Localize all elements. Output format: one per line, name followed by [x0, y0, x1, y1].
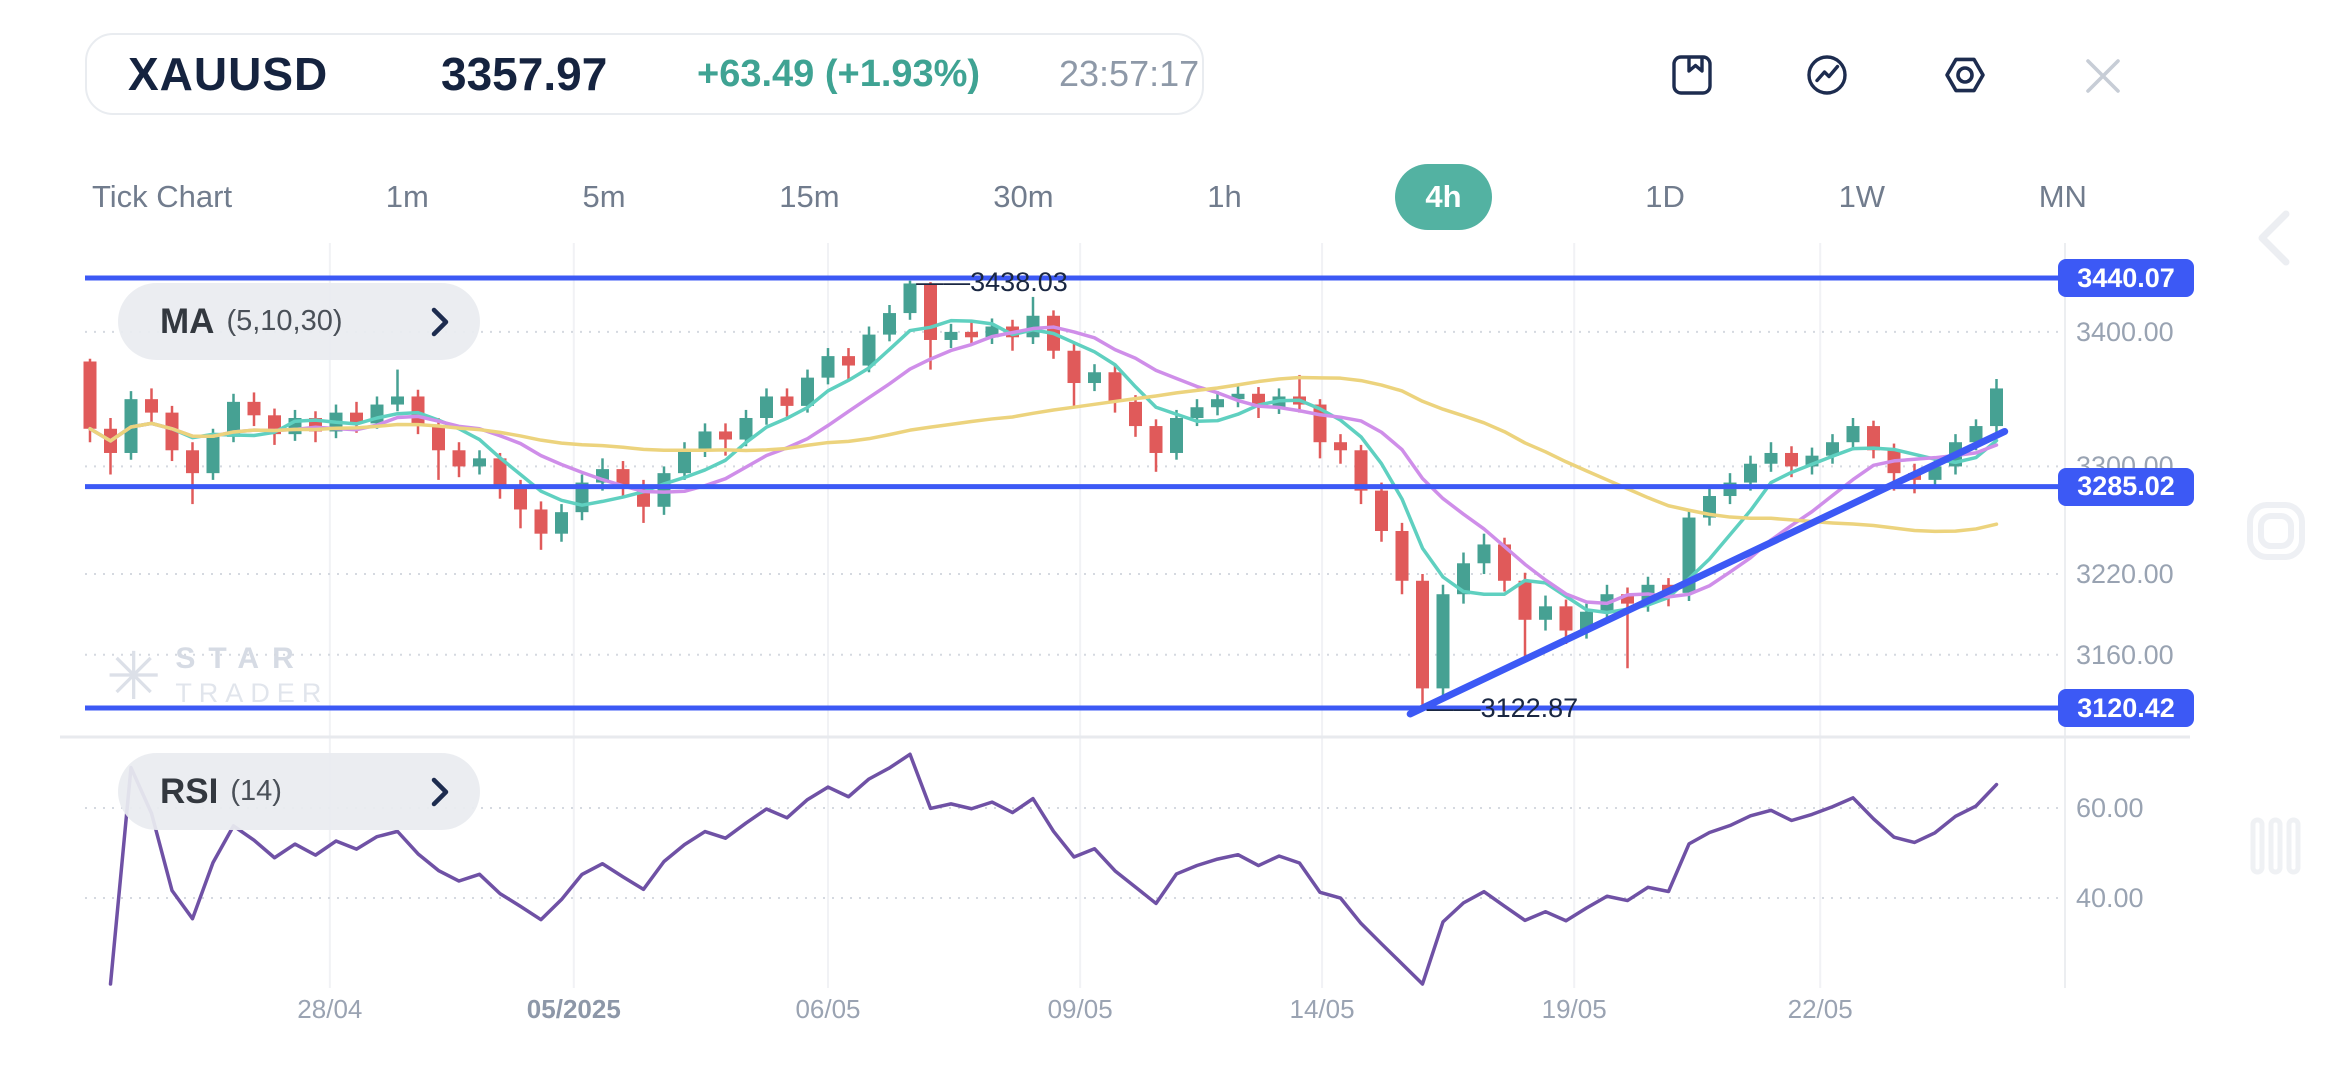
timeframe-tab-15m[interactable]: 15m [779, 179, 840, 214]
broker-watermark: ✳ STAR TRADER [106, 642, 328, 709]
timeframe-tab-5m[interactable]: 5m [582, 179, 626, 214]
timeframe-tab-tick-chart[interactable]: Tick Chart [92, 179, 233, 214]
bookmark-icon[interactable] [1669, 52, 1715, 98]
ma-params: (5,10,30) [226, 305, 343, 337]
timeframe-tab-1h[interactable]: 1h [1207, 179, 1242, 214]
rsi-label: RSI [160, 771, 219, 811]
timeframe-tab-1m[interactable]: 1m [385, 179, 429, 214]
ma-label: MA [160, 301, 215, 341]
star-logo-icon: ✳ [106, 638, 162, 713]
timeframe-tab-30m[interactable]: 30m [993, 179, 1054, 214]
watermark-line2: TRADER [175, 678, 329, 708]
recents-bars-icon[interactable] [2246, 816, 2306, 876]
symbol-name: XAUUSD [128, 48, 329, 100]
timeframe-tab-4h[interactable]: 4h [1395, 164, 1492, 230]
price-change: +63.49 (+1.93%) [697, 53, 981, 95]
indicators-icon[interactable] [1804, 52, 1850, 98]
timeframe-tab-mn[interactable]: MN [2038, 179, 2087, 214]
watermark-line1: STAR [175, 642, 307, 675]
chevron-left-icon[interactable] [2252, 208, 2300, 268]
timeframe-tab-1d[interactable]: 1D [1645, 179, 1685, 214]
server-time: 23:57:17 [1059, 53, 1200, 94]
timeframe-tab-1w[interactable]: 1W [1838, 179, 1886, 214]
timeframe-tabs: Tick Chart 1m 5m 15m 30m 1h 4h 1D 1W MN [92, 164, 2087, 230]
rsi-indicator-pill[interactable]: RSI (14) [118, 753, 480, 830]
close-icon[interactable] [2080, 53, 2126, 99]
ma-indicator-pill[interactable]: MA (5,10,30) [118, 283, 480, 360]
rsi-params: (14) [230, 775, 282, 807]
quote-bar: XAUUSD 3357.97 +63.49 (+1.93%) 23:57:17 [85, 33, 1204, 115]
chevron-right-icon [430, 305, 450, 339]
home-square-icon[interactable] [2245, 500, 2307, 562]
settings-icon[interactable] [1942, 52, 1988, 98]
chevron-right-icon [430, 775, 450, 809]
last-price: 3357.97 [441, 48, 608, 100]
